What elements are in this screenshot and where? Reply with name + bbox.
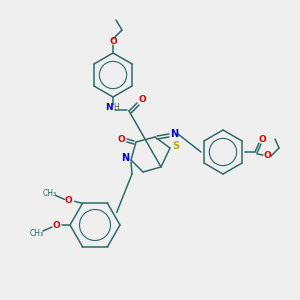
Text: N: N: [105, 103, 113, 112]
Text: O: O: [117, 136, 125, 145]
Text: O: O: [52, 221, 60, 230]
Text: O: O: [64, 196, 72, 205]
Text: O: O: [258, 134, 266, 143]
Text: S: S: [172, 141, 180, 151]
Text: O: O: [263, 152, 271, 160]
Text: CH₃: CH₃: [42, 189, 57, 198]
Text: H: H: [113, 103, 119, 112]
Text: N: N: [121, 153, 129, 163]
Text: O: O: [109, 38, 117, 46]
Text: O: O: [138, 95, 146, 104]
Text: N: N: [170, 129, 178, 139]
Text: CH₃: CH₃: [30, 230, 44, 238]
